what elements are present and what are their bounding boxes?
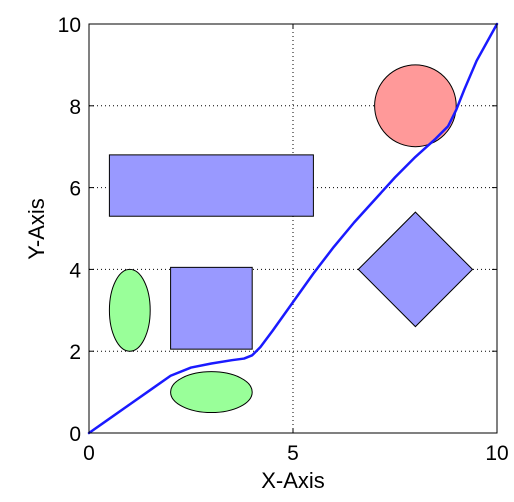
y-tick-label: 10 — [58, 14, 81, 37]
rectangle-shape — [170, 266, 253, 350]
x-tick-layer: 0 5 10 — [83, 24, 509, 465]
y-tick-label: 6 — [69, 178, 81, 201]
series-line — [87, 22, 499, 435]
diamond-shape — [357, 211, 474, 328]
y-tick-layer: 0 2 4 6 8 10 — [58, 14, 497, 446]
y-tick-label: 8 — [69, 96, 81, 119]
x-axis-label: X-Axis — [261, 468, 325, 493]
rectangle-shape — [108, 154, 314, 217]
ellipse-shape — [374, 64, 457, 148]
y-tick-label: 2 — [69, 341, 81, 364]
shapes-layer — [108, 64, 474, 414]
x-tick-label: 0 — [83, 442, 95, 465]
y-axis-label: Y-Axis — [24, 198, 49, 260]
y-tick-label: 0 — [69, 423, 81, 446]
y-tick-label: 4 — [69, 259, 81, 282]
x-tick-label: 5 — [287, 442, 299, 465]
x-tick-label: 10 — [485, 442, 508, 465]
ellipse-shape — [170, 371, 253, 414]
series-layer — [87, 22, 499, 435]
ellipse-shape — [108, 268, 151, 352]
